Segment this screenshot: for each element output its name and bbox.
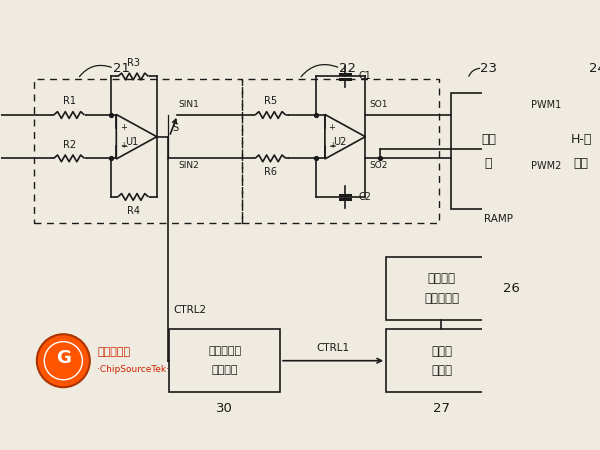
Text: 比较: 比较 [481,133,496,146]
Text: R3: R3 [127,58,140,68]
Text: SO2: SO2 [369,161,388,170]
Text: +: + [329,123,335,132]
Text: U1: U1 [125,138,139,148]
Text: 防破音开关: 防破音开关 [208,346,241,356]
Text: SIN2: SIN2 [178,161,199,170]
Text: ·ChipSourceTek·: ·ChipSourceTek· [97,365,169,374]
Text: 载波信号源: 载波信号源 [424,292,459,305]
Text: SO1: SO1 [369,100,388,109]
Text: 器: 器 [485,157,492,170]
Text: U2: U2 [334,138,347,148]
Text: 矿源特科技: 矿源特科技 [97,347,130,357]
Text: SIN1: SIN1 [178,100,199,109]
Text: +: + [329,141,335,150]
Text: R1: R1 [62,96,76,106]
Bar [386,329,497,392]
Text: 26: 26 [503,282,520,295]
Text: R2: R2 [62,140,76,150]
Text: 30: 30 [216,402,233,414]
Text: R4: R4 [127,206,140,216]
Text: 24: 24 [589,62,600,75]
Text: R6: R6 [264,167,277,177]
Text: 脉宽调制: 脉宽调制 [427,272,455,285]
Text: +: + [120,141,127,150]
Bar [169,329,280,392]
Text: R5: R5 [264,96,277,106]
Text: +: + [120,123,127,132]
Text: H-桥: H-桥 [571,133,592,146]
Text: S: S [173,123,179,133]
Text: PWM2: PWM2 [530,161,561,171]
Bar [34,79,242,223]
Text: 控制电路: 控制电路 [211,365,238,375]
Bar [242,79,439,223]
Text: CTRL2: CTRL2 [173,305,207,315]
Text: 22: 22 [339,62,356,75]
Text: RAMP: RAMP [484,214,512,224]
Text: 27: 27 [433,402,450,414]
Text: PWM1: PWM1 [530,100,561,110]
Text: C1: C1 [359,72,371,81]
Text: 破音判: 破音判 [431,345,452,358]
Bar [540,93,600,209]
Text: 21: 21 [113,62,130,75]
Text: −: − [328,141,336,150]
Text: G: G [56,349,71,367]
Text: C2: C2 [359,192,371,202]
Text: −: − [119,141,127,150]
Text: CTRL1: CTRL1 [317,342,350,352]
Text: 电路: 电路 [574,157,589,170]
Bar [451,93,526,209]
Circle shape [37,334,90,387]
Text: 断电路: 断电路 [431,364,452,377]
Bar [386,257,497,320]
Text: 23: 23 [479,62,497,75]
